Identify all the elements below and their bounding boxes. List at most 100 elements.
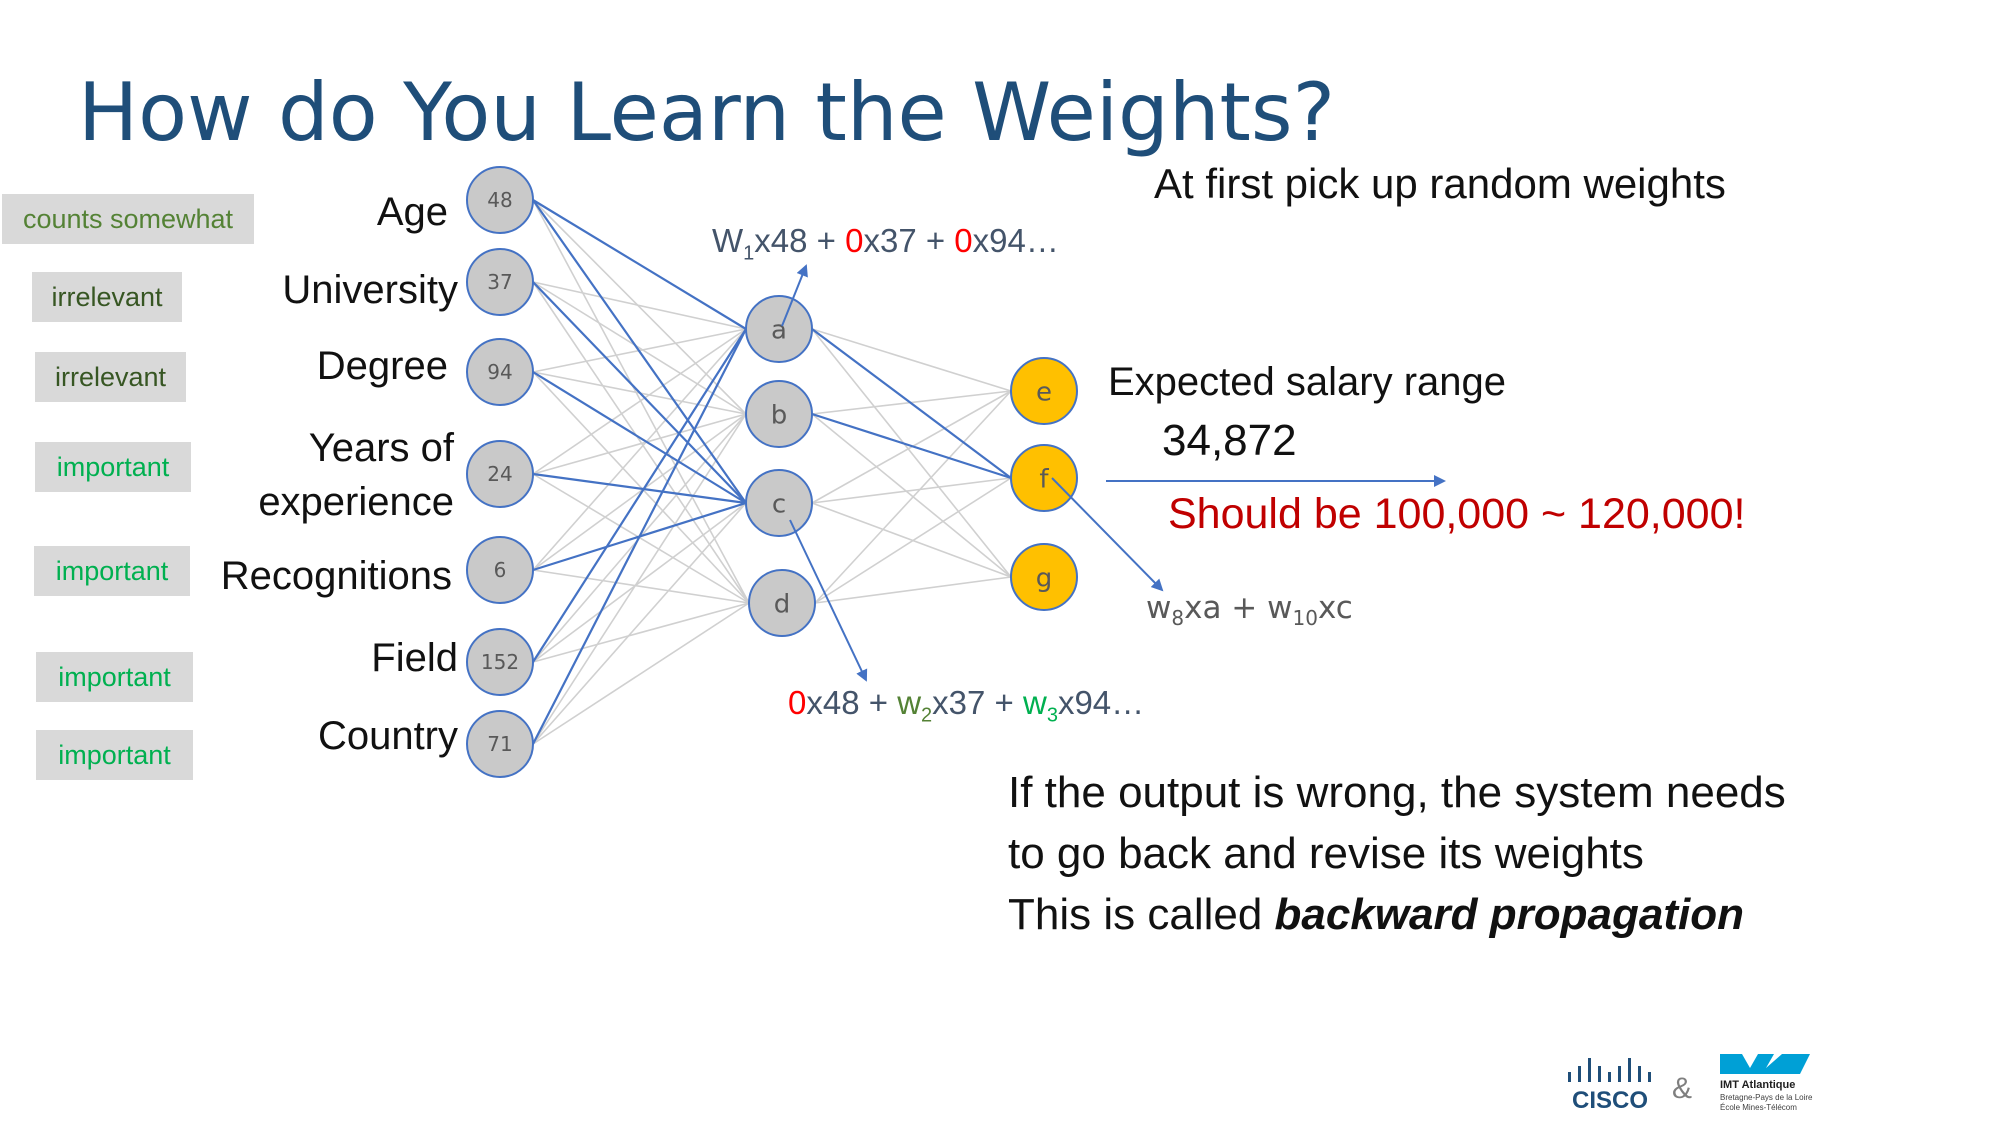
output-node-f: f	[1010, 444, 1078, 512]
output-node-e-label: e	[1036, 377, 1052, 407]
input-node-label: 94	[487, 360, 512, 384]
zero-weight: 0	[845, 222, 864, 259]
highlighted-weight-edge	[532, 371, 747, 504]
output-node-f-label: f	[1039, 464, 1049, 494]
zero-weight: 0	[788, 684, 807, 721]
arrow-to-formula-c	[789, 519, 868, 682]
arrow-to-formula-a	[781, 264, 808, 327]
highlighted-weight-edge	[532, 328, 747, 745]
feature-label-degree: Degree	[316, 344, 448, 388]
relevance-tag-country: important	[36, 730, 193, 780]
input-node-label: 152	[481, 650, 519, 674]
output-node-e: e	[1010, 357, 1078, 425]
weight-edge	[532, 413, 747, 475]
weight-edge	[532, 413, 747, 745]
backprop-explanation: If the output is wrong, the system needs…	[1008, 762, 1786, 945]
formula-node-c: 0x48 + w2x37 + w3x94…	[788, 684, 1145, 727]
imt-sub1: Bretagne-Pays de la Loire	[1720, 1093, 1813, 1102]
zero-weight: 0	[954, 222, 973, 259]
input-node: 48	[466, 166, 534, 234]
highlighted-weight-edge	[532, 328, 747, 663]
weight-edge	[532, 281, 747, 415]
relevance-tag-university: irrelevant	[32, 272, 182, 322]
feature-label-years-line1: Years of	[308, 426, 454, 470]
weight-edge	[532, 328, 747, 571]
output-node-g-label: g	[1036, 563, 1053, 593]
hidden-node-b-label: b	[771, 400, 788, 430]
weight-edge	[532, 281, 747, 330]
should-be-note: Should be 100,000 ~ 120,000!	[1168, 490, 1746, 538]
weight-edge	[811, 328, 1012, 578]
weight-edge	[811, 477, 1012, 504]
feature-label-field: Field	[371, 636, 458, 680]
footer-logos: CISCO & IMT Atlantique Bretagne-Pays de …	[1568, 1054, 1813, 1114]
input-node: 37	[466, 248, 534, 316]
hidden-node-b: b	[745, 380, 813, 448]
feature-label-university: University	[282, 268, 458, 312]
input-node: 24	[466, 440, 534, 508]
input-node-label: 37	[487, 270, 512, 294]
hidden-node-c-label: c	[772, 489, 786, 519]
weight-w1: W1	[712, 222, 755, 265]
weight-edge	[532, 502, 747, 745]
expected-salary-label: Expected salary range	[1108, 360, 1507, 404]
weight-edge	[814, 576, 1012, 604]
input-node-label: 71	[487, 732, 512, 756]
input-node-label: 24	[487, 462, 512, 486]
random-weights-note: At first pick up random weights	[1154, 160, 1726, 207]
feature-label-age: Age	[376, 190, 448, 234]
highlighted-weight-edge	[532, 472, 747, 505]
highlighted-weight-edge	[811, 328, 1012, 479]
weight-edge	[532, 473, 750, 604]
hidden-node-d: d	[748, 569, 816, 637]
weight-edge	[814, 390, 1012, 604]
explanation-line-3: This is called backward propagation	[1008, 890, 1744, 939]
logo-ampersand: &	[1672, 1072, 1692, 1105]
explanation-line-2: to go back and revise its weights	[1008, 829, 1644, 878]
relevance-tag-degree: irrelevant	[35, 352, 186, 402]
hidden-node-c: c	[745, 469, 813, 537]
weight-edge	[532, 602, 750, 663]
weight-w2: w2	[897, 684, 933, 727]
feature-label-years-line2: experience	[258, 480, 454, 524]
relevance-tag-age: counts somewhat	[2, 194, 254, 244]
input-node-label: 6	[494, 558, 507, 582]
cisco-wordmark: CISCO	[1572, 1087, 1648, 1114]
hidden-node-a: a	[745, 295, 813, 363]
relevance-tag-recognitions: important	[34, 546, 190, 596]
input-node-label: 48	[487, 188, 512, 212]
input-node: 71	[466, 710, 534, 778]
weight-edge	[814, 477, 1012, 604]
highlighted-weight-edge	[532, 199, 747, 504]
input-node: 152	[466, 628, 534, 696]
weight-edge	[532, 328, 747, 475]
input-node: 6	[466, 536, 534, 604]
feature-label-country: Country	[317, 714, 458, 758]
highlighted-weight-edge	[532, 281, 747, 504]
slide-title: How do You Learn the Weights?	[78, 66, 1336, 159]
imt-atlantique-logo: IMT Atlantique Bretagne-Pays de la Loire…	[1720, 1054, 1813, 1112]
expected-salary-value: 34,872	[1162, 416, 1297, 465]
imt-name: IMT Atlantique	[1720, 1079, 1795, 1091]
highlighted-weight-edge	[811, 412, 1012, 480]
weight-edge	[532, 199, 747, 415]
arrow-to-formula-f	[1051, 477, 1164, 592]
weight-edge	[811, 328, 1012, 392]
weight-edge	[532, 602, 750, 745]
weight-edge	[532, 502, 747, 663]
output-node-g: g	[1010, 543, 1078, 611]
weight-edge	[532, 569, 750, 604]
highlighted-weight-edge	[532, 199, 747, 330]
imt-sub2: École Mines-Télécom	[1720, 1103, 1797, 1112]
hidden-node-d-label: d	[774, 589, 791, 619]
feature-label-recognitions: Recognitions	[220, 554, 452, 598]
relevance-tag-field: important	[36, 652, 193, 702]
weight-edge	[811, 413, 1012, 578]
weight-edge	[532, 281, 750, 604]
weight-edge	[532, 371, 750, 604]
weight-edge	[532, 199, 750, 604]
formula-node-f: w8xa + w10xc	[1146, 590, 1353, 631]
formula-node-a: W1x48 + 0x37 + 0x94…	[712, 222, 1059, 265]
weight-edge	[532, 413, 747, 571]
